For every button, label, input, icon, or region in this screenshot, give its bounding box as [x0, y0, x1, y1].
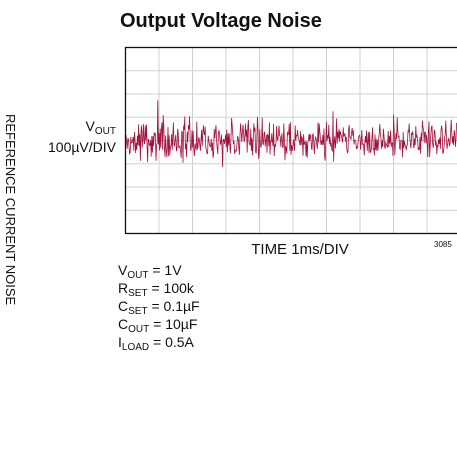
condition-symbol: C: [118, 298, 128, 314]
condition-symbol: I: [118, 334, 122, 350]
condition-sub: LOAD: [122, 342, 149, 353]
condition-sub: SET: [128, 288, 147, 299]
noise-trace: [125, 100, 457, 168]
plot-frame: [124, 46, 457, 235]
x-label: TIME 1ms/DIV: [251, 241, 349, 258]
condition: COUT = 10µF: [118, 316, 197, 335]
condition-sub: OUT: [127, 270, 148, 281]
title: Output Voltage Noise: [120, 10, 322, 32]
condition: ILOAD = 0.5A: [118, 334, 195, 353]
figure-code: 3085: [434, 240, 452, 249]
y-label: VOUT: [86, 118, 116, 137]
y-scale: 100µV/DIV: [48, 139, 117, 155]
condition: VOUT = 1V: [118, 262, 182, 281]
condition-rest: = 0.5A: [149, 334, 194, 350]
plot: [125, 47, 457, 234]
condition: CSET = 0.1µF: [118, 298, 200, 317]
condition-symbol: R: [118, 280, 128, 296]
condition-rest: = 0.1µF: [148, 298, 200, 314]
side-label: REFERENCE CURRENT NOISE: [3, 114, 18, 306]
y-label-symbol: V: [86, 118, 96, 134]
condition-sub: OUT: [128, 324, 149, 335]
condition-rest: = 1V: [148, 262, 182, 278]
condition-rest: = 100k: [148, 280, 195, 296]
condition-symbol: V: [118, 262, 128, 278]
condition: RSET = 100k: [118, 280, 195, 299]
y-label-sub: OUT: [95, 126, 116, 137]
condition-rest: = 10µF: [149, 316, 197, 332]
condition-sub: SET: [128, 306, 147, 317]
condition-symbol: C: [118, 316, 128, 332]
